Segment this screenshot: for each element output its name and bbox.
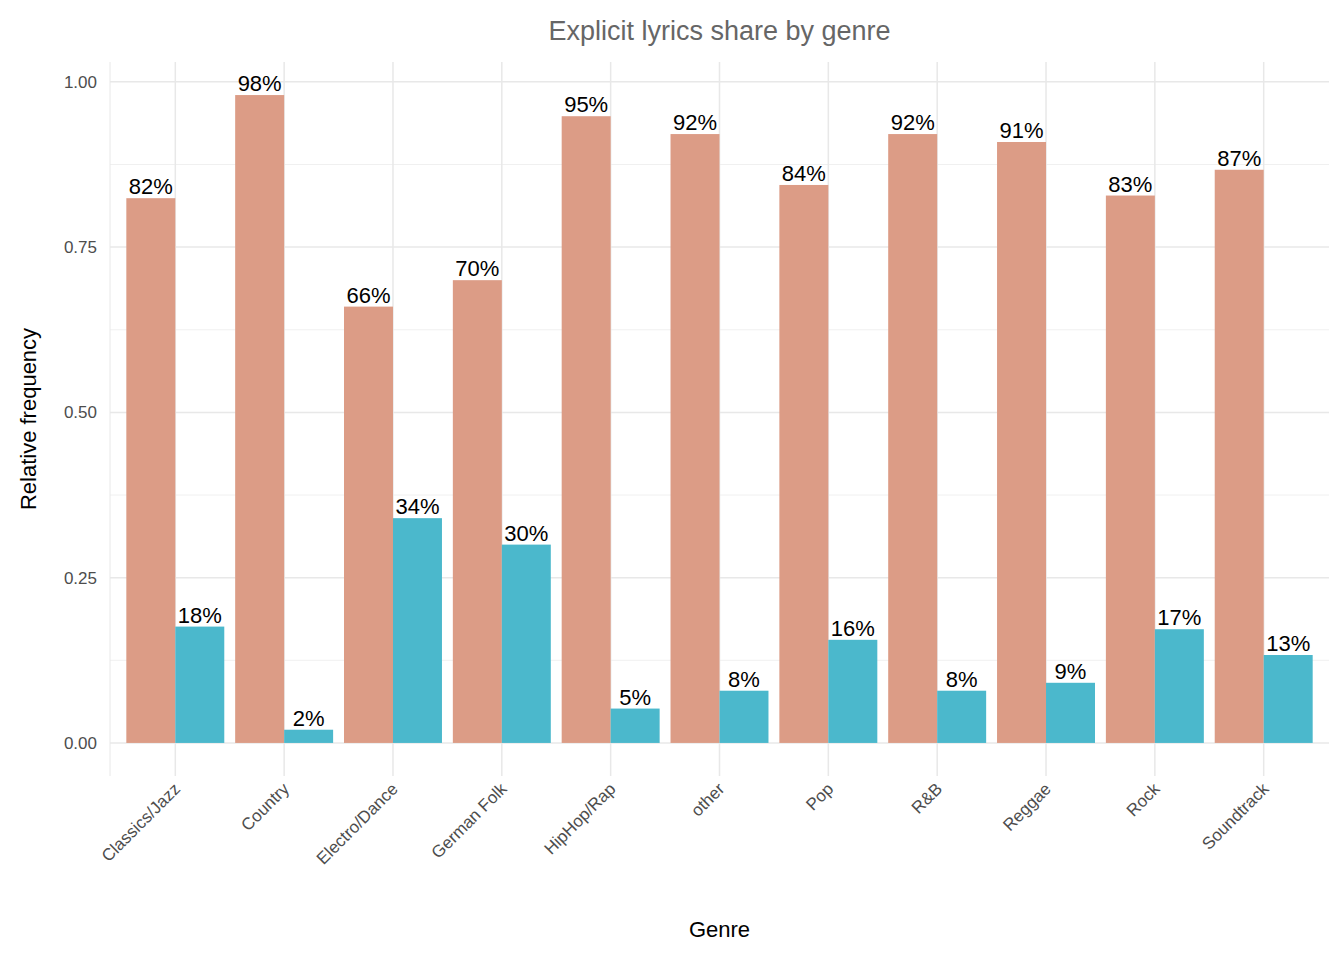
data-label: 9% — [1055, 659, 1087, 684]
data-label: 84% — [782, 161, 826, 186]
data-label: 83% — [1108, 172, 1152, 197]
bar — [1046, 683, 1095, 743]
x-tick-label: Classics/Jazz — [98, 779, 184, 865]
bars — [126, 95, 1312, 743]
bar — [937, 691, 986, 743]
x-tick-label: HipHop/Rap — [541, 779, 620, 858]
data-label: 92% — [673, 110, 717, 135]
data-label: 8% — [946, 667, 978, 692]
bar — [888, 134, 937, 743]
x-tick-label: Pop — [802, 779, 837, 814]
bar — [828, 640, 877, 743]
data-label: 2% — [293, 706, 325, 731]
bar — [235, 95, 284, 743]
data-label: 70% — [455, 256, 499, 281]
data-label: 66% — [346, 283, 390, 308]
y-axis-title: Relative frequency — [16, 328, 41, 510]
bar — [562, 116, 611, 743]
data-label: 98% — [238, 71, 282, 96]
y-axis-line — [110, 62, 111, 776]
x-tick-label: R&B — [908, 779, 946, 817]
data-label: 16% — [831, 616, 875, 641]
bar — [1264, 655, 1313, 743]
x-tick-label: Reggae — [999, 779, 1055, 835]
x-tick-label: German Folk — [428, 779, 511, 862]
bar — [126, 198, 175, 743]
bar — [502, 545, 551, 743]
bar — [393, 518, 442, 743]
data-label: 87% — [1217, 146, 1261, 171]
bar — [284, 730, 333, 743]
data-label: 13% — [1266, 631, 1310, 656]
chart-container: 82% 98% 66% 70% 95% 92% 84% 92% 91% 83% 87% 18% 2% 34… — [0, 0, 1344, 960]
data-label: 8% — [728, 667, 760, 692]
data-label: 30% — [504, 521, 548, 546]
bar — [453, 280, 502, 743]
bar — [1215, 170, 1264, 743]
data-label: 18% — [178, 603, 222, 628]
bar — [997, 142, 1046, 743]
y-tick-label: 0.50 — [64, 403, 97, 422]
y-tick-label: 0.00 — [64, 734, 97, 753]
y-tick-label: 0.75 — [64, 238, 97, 257]
bar — [1106, 196, 1155, 743]
x-tick-label: Country — [237, 779, 293, 835]
bar — [671, 134, 720, 743]
data-labels: 82% 98% 66% 70% 95% 92% 84% 92% 91% 83% 87% 18% 2% 34… — [129, 71, 1310, 731]
data-label: 5% — [619, 685, 651, 710]
bar — [611, 709, 660, 743]
y-tick-label: 1.00 — [64, 73, 97, 92]
x-tick-label: Electro/Dance — [313, 779, 402, 868]
x-axis-title: Genre — [689, 917, 750, 942]
bar — [779, 185, 828, 743]
bar — [1155, 629, 1204, 743]
chart-title: Explicit lyrics share by genre — [548, 16, 890, 46]
data-label: 92% — [891, 110, 935, 135]
bar — [175, 627, 224, 743]
x-tick-label: Soundtrack — [1198, 779, 1273, 854]
data-label: 17% — [1157, 605, 1201, 630]
x-tick-label: Rock — [1123, 779, 1164, 820]
chart-svg: 82% 98% 66% 70% 95% 92% 84% 92% 91% 83% 87% 18% 2% 34… — [0, 0, 1344, 960]
bar — [344, 307, 393, 743]
y-tick-label: 0.25 — [64, 569, 97, 588]
data-label: 82% — [129, 174, 173, 199]
data-label: 34% — [395, 494, 439, 519]
bar — [720, 691, 769, 743]
data-label: 91% — [1000, 118, 1044, 143]
data-label: 95% — [564, 92, 608, 117]
x-tick-label: other — [687, 779, 728, 820]
